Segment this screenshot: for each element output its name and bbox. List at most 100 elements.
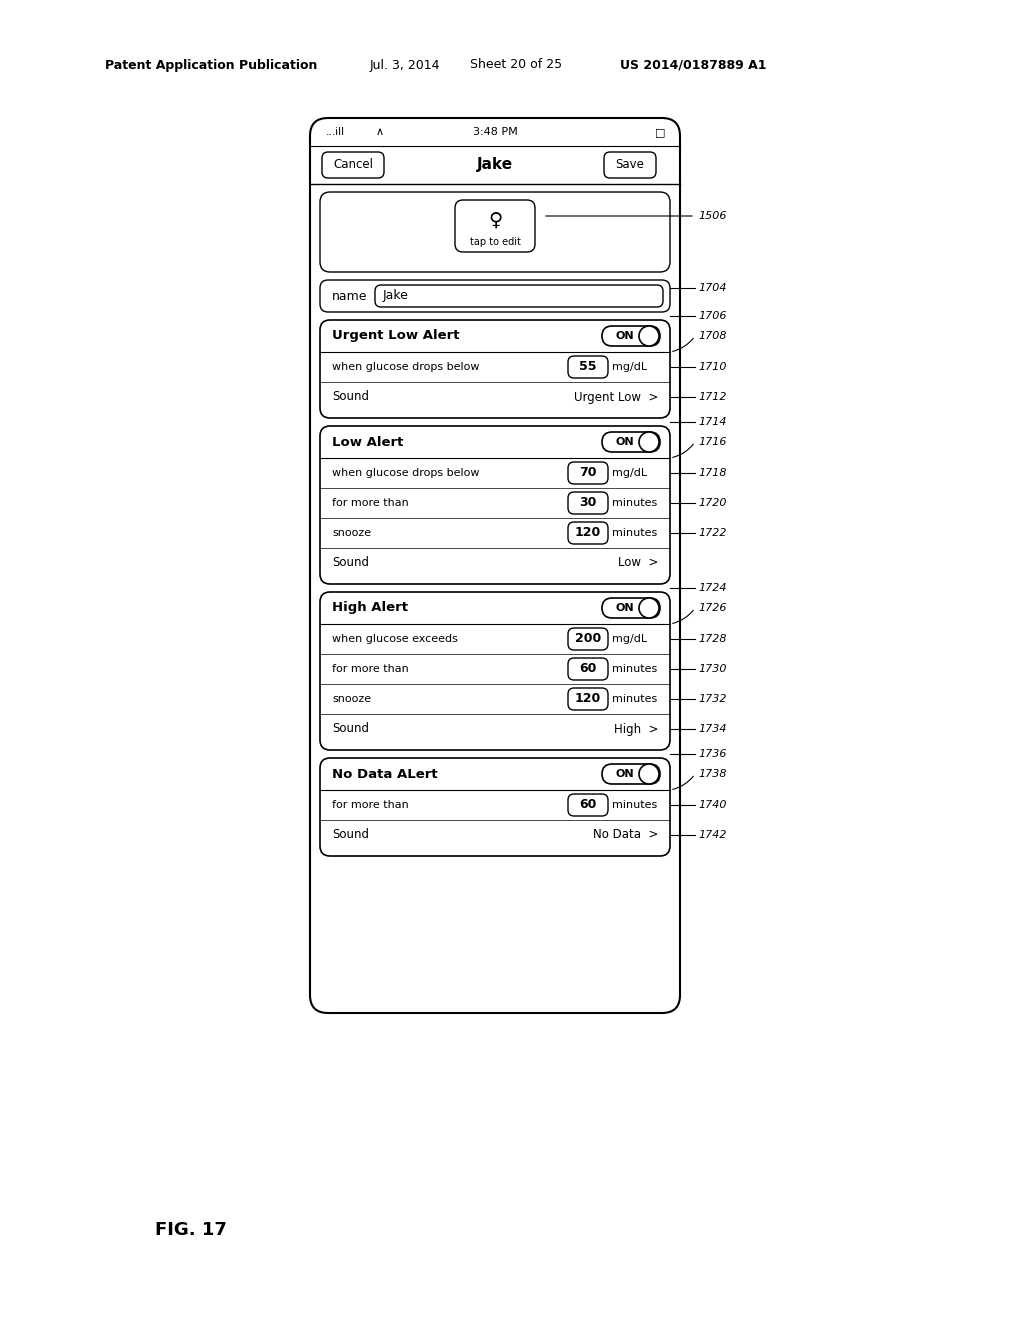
Text: minutes: minutes xyxy=(612,800,657,810)
FancyBboxPatch shape xyxy=(310,117,680,1012)
Text: ♀: ♀ xyxy=(487,210,502,230)
FancyBboxPatch shape xyxy=(602,598,660,618)
FancyBboxPatch shape xyxy=(568,688,608,710)
Text: minutes: minutes xyxy=(612,528,657,539)
Text: Save: Save xyxy=(615,158,644,172)
Text: Sound: Sound xyxy=(332,391,369,404)
FancyBboxPatch shape xyxy=(602,764,660,784)
Text: 1712: 1712 xyxy=(698,392,726,403)
FancyBboxPatch shape xyxy=(568,521,608,544)
Text: Sound: Sound xyxy=(332,722,369,735)
Text: Urgent Low Alert: Urgent Low Alert xyxy=(332,330,460,342)
Text: ON: ON xyxy=(616,331,635,341)
FancyBboxPatch shape xyxy=(375,285,663,308)
Text: mg/dL: mg/dL xyxy=(612,469,647,478)
Text: 1728: 1728 xyxy=(698,634,726,644)
Text: when glucose drops below: when glucose drops below xyxy=(332,362,479,372)
FancyBboxPatch shape xyxy=(568,628,608,649)
Text: Low Alert: Low Alert xyxy=(332,436,403,449)
FancyBboxPatch shape xyxy=(568,795,608,816)
Text: 200: 200 xyxy=(574,632,601,645)
Text: name: name xyxy=(332,289,368,302)
Text: No Data ALert: No Data ALert xyxy=(332,767,437,780)
Text: 1718: 1718 xyxy=(698,469,726,478)
Text: FIG. 17: FIG. 17 xyxy=(155,1221,227,1239)
Text: snooze: snooze xyxy=(332,528,371,539)
FancyBboxPatch shape xyxy=(319,280,670,312)
Text: 1738: 1738 xyxy=(698,770,726,779)
Text: for more than: for more than xyxy=(332,498,409,508)
Text: High Alert: High Alert xyxy=(332,602,408,615)
Text: 1722: 1722 xyxy=(698,528,726,539)
FancyBboxPatch shape xyxy=(568,492,608,513)
Text: 1710: 1710 xyxy=(698,362,726,372)
FancyBboxPatch shape xyxy=(568,657,608,680)
Text: 55: 55 xyxy=(580,360,597,374)
FancyBboxPatch shape xyxy=(568,356,608,378)
Text: for more than: for more than xyxy=(332,664,409,675)
Text: 1734: 1734 xyxy=(698,723,726,734)
Text: Jake: Jake xyxy=(383,289,409,302)
FancyBboxPatch shape xyxy=(319,319,670,418)
Text: Low  >: Low > xyxy=(617,557,658,569)
Text: ON: ON xyxy=(616,603,635,612)
Text: 120: 120 xyxy=(574,527,601,540)
FancyBboxPatch shape xyxy=(319,758,670,855)
Text: 1506: 1506 xyxy=(698,211,726,220)
Text: Sound: Sound xyxy=(332,557,369,569)
Text: 60: 60 xyxy=(580,663,597,676)
Text: Jul. 3, 2014: Jul. 3, 2014 xyxy=(370,58,440,71)
Text: tap to edit: tap to edit xyxy=(470,238,520,247)
Text: Urgent Low  >: Urgent Low > xyxy=(573,391,658,404)
Text: 1706: 1706 xyxy=(698,312,726,321)
Circle shape xyxy=(639,764,659,784)
FancyBboxPatch shape xyxy=(319,191,670,272)
Circle shape xyxy=(639,598,659,618)
Text: ON: ON xyxy=(616,770,635,779)
FancyBboxPatch shape xyxy=(604,152,656,178)
Text: Jake: Jake xyxy=(477,157,513,173)
Text: Sound: Sound xyxy=(332,829,369,842)
Text: High  >: High > xyxy=(613,722,658,735)
Text: US 2014/0187889 A1: US 2014/0187889 A1 xyxy=(620,58,767,71)
Text: Sheet 20 of 25: Sheet 20 of 25 xyxy=(470,58,562,71)
Text: 1708: 1708 xyxy=(698,331,726,341)
FancyBboxPatch shape xyxy=(602,326,660,346)
FancyBboxPatch shape xyxy=(602,432,660,451)
Text: 1726: 1726 xyxy=(698,603,726,612)
FancyBboxPatch shape xyxy=(455,201,535,252)
Text: 1740: 1740 xyxy=(698,800,726,810)
Text: mg/dL: mg/dL xyxy=(612,362,647,372)
Text: ∧: ∧ xyxy=(376,127,384,137)
Text: 1730: 1730 xyxy=(698,664,726,675)
Text: 60: 60 xyxy=(580,799,597,812)
Text: for more than: for more than xyxy=(332,800,409,810)
Text: ON: ON xyxy=(616,437,635,447)
Text: 120: 120 xyxy=(574,693,601,705)
Text: minutes: minutes xyxy=(612,694,657,704)
Text: 1736: 1736 xyxy=(698,748,726,759)
FancyBboxPatch shape xyxy=(319,426,670,583)
Text: 70: 70 xyxy=(580,466,597,479)
Text: 1724: 1724 xyxy=(698,583,726,593)
Text: mg/dL: mg/dL xyxy=(612,634,647,644)
FancyBboxPatch shape xyxy=(319,591,670,750)
Text: when glucose drops below: when glucose drops below xyxy=(332,469,479,478)
Text: □: □ xyxy=(654,127,666,137)
FancyBboxPatch shape xyxy=(568,462,608,484)
Text: 1732: 1732 xyxy=(698,694,726,704)
Text: Patent Application Publication: Patent Application Publication xyxy=(105,58,317,71)
Text: 1714: 1714 xyxy=(698,417,726,426)
Text: snooze: snooze xyxy=(332,694,371,704)
Text: 3:48 PM: 3:48 PM xyxy=(473,127,517,137)
Circle shape xyxy=(639,326,659,346)
Text: ...ill: ...ill xyxy=(326,127,345,137)
Text: minutes: minutes xyxy=(612,664,657,675)
FancyBboxPatch shape xyxy=(322,152,384,178)
Text: 1720: 1720 xyxy=(698,498,726,508)
Text: 30: 30 xyxy=(580,496,597,510)
Text: Cancel: Cancel xyxy=(333,158,373,172)
Text: 1716: 1716 xyxy=(698,437,726,447)
Text: minutes: minutes xyxy=(612,498,657,508)
Text: No Data  >: No Data > xyxy=(593,829,658,842)
